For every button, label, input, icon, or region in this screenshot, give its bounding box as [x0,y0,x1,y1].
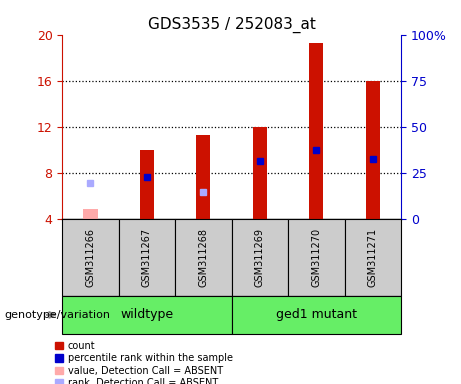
Text: GSM311269: GSM311269 [255,228,265,287]
Text: GSM311266: GSM311266 [85,228,95,287]
Legend: count, percentile rank within the sample, value, Detection Call = ABSENT, rank, : count, percentile rank within the sample… [53,339,235,384]
Bar [344,219,401,296]
Bar [196,135,211,219]
Bar [118,219,175,296]
Text: ged1 mutant: ged1 mutant [276,308,357,321]
Bar [288,219,344,296]
Title: GDS3535 / 252083_at: GDS3535 / 252083_at [148,17,316,33]
Text: GSM311270: GSM311270 [311,228,321,287]
Bar [175,219,231,296]
Bar [83,209,98,219]
Bar [62,296,231,334]
Bar [309,43,324,219]
Bar [62,219,118,296]
Bar [366,81,380,219]
Text: wildtype: wildtype [120,308,173,321]
Text: GSM311267: GSM311267 [142,228,152,287]
Bar [231,296,401,334]
Text: GSM311271: GSM311271 [368,228,378,287]
Text: GSM311268: GSM311268 [198,228,208,287]
Bar [231,219,288,296]
Bar [140,150,154,219]
Bar [253,127,267,219]
Text: genotype/variation: genotype/variation [5,310,111,320]
